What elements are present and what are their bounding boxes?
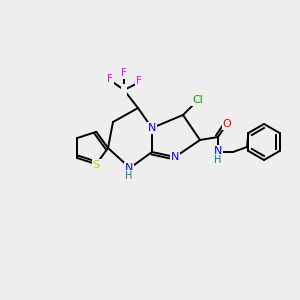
Text: Cl: Cl — [193, 95, 203, 105]
Text: N: N — [214, 146, 222, 156]
Text: N: N — [171, 152, 179, 162]
Text: F: F — [107, 74, 113, 84]
Text: S: S — [93, 160, 100, 170]
Text: O: O — [223, 119, 231, 129]
Text: N: N — [148, 123, 156, 133]
Text: H: H — [125, 171, 133, 181]
Text: N: N — [125, 163, 133, 173]
Text: H: H — [214, 155, 222, 165]
Text: F: F — [136, 76, 142, 86]
Text: F: F — [121, 68, 127, 78]
